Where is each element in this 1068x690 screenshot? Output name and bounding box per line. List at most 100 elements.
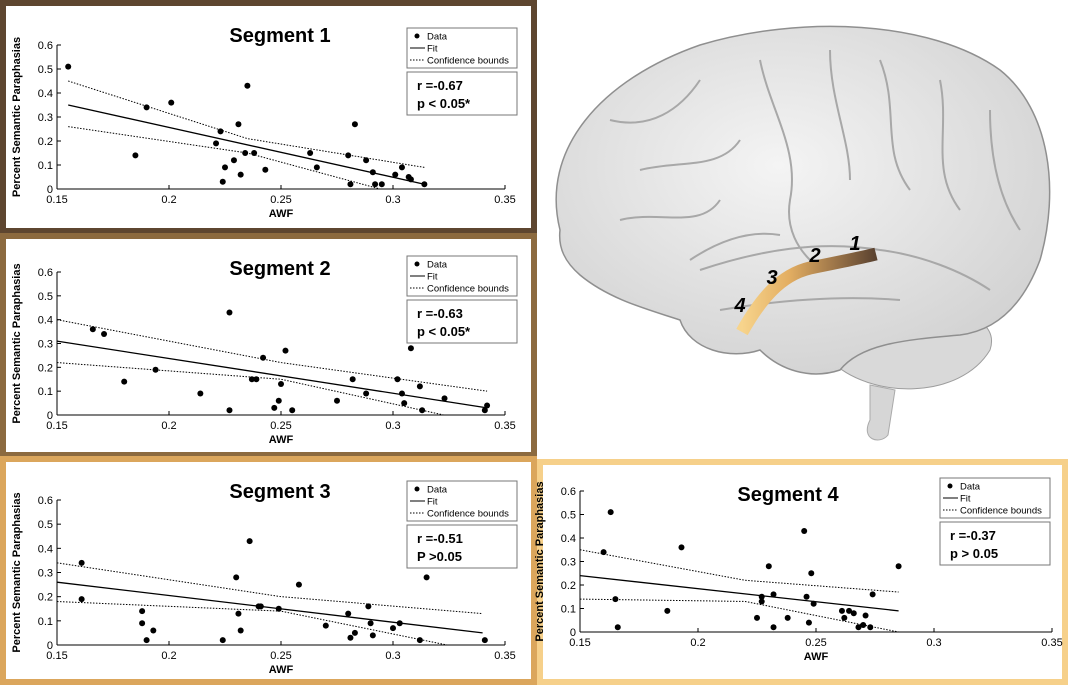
data-point [222,164,228,170]
chart-title: Segment 1 [229,25,330,47]
legend-label: Data [427,32,448,43]
y-tick-label: 0.3 [561,557,576,569]
data-point [352,630,358,636]
data-point [238,172,244,178]
data-point [150,628,156,634]
data-point [282,348,288,354]
data-point [372,181,378,187]
data-point [260,355,266,361]
data-point [482,637,488,643]
y-axis-label: Percent Semantic Paraphasias [11,263,23,423]
data-point [785,615,791,621]
y-tick-label: 0.1 [38,160,53,172]
data-point [421,181,427,187]
segment-number: 1 [849,233,860,255]
y-tick-label: 0.2 [38,592,53,604]
data-point [806,620,812,626]
figure: 123400.10.20.30.40.50.60.150.20.250.30.3… [0,0,1068,685]
data-point [771,624,777,630]
y-tick-label: 0.1 [38,616,53,628]
y-axis-label: Percent Semantic Paraphasias [11,37,23,197]
y-tick-label: 0.2 [38,362,53,374]
data-point [860,622,866,628]
data-point [839,608,845,614]
data-point [754,615,760,621]
x-tick-label: 0.3 [385,194,400,206]
stats-text: P >0.05 [417,549,462,564]
data-point [851,610,857,616]
data-point [144,104,150,110]
x-tick-label: 0.35 [494,650,515,662]
data-point [251,150,257,156]
data-point [678,544,684,550]
x-tick-label: 0.2 [690,637,705,649]
data-point [811,601,817,607]
data-point [132,152,138,158]
x-axis-label: AWF [269,208,294,220]
data-point [278,381,284,387]
legend-label: Fit [427,272,438,283]
x-tick-label: 0.35 [1041,637,1062,649]
data-point [197,391,203,397]
data-point [79,560,85,566]
data-point [262,167,268,173]
data-point [612,596,618,602]
x-tick-label: 0.15 [46,650,67,662]
data-point [608,509,614,515]
brain-illustration [556,26,1049,440]
x-tick-label: 0.35 [494,420,515,432]
legend-label: Fit [960,494,971,505]
data-point [601,549,607,555]
data-point [408,176,414,182]
data-point [370,169,376,175]
x-tick-label: 0.2 [161,194,176,206]
data-point [397,620,403,626]
chart-panel: 00.10.20.30.40.50.60.150.20.250.30.35AWF… [3,459,534,682]
data-point [242,150,248,156]
y-tick-label: 0.3 [38,112,53,124]
data-point [345,611,351,617]
data-point [139,620,145,626]
x-tick-label: 0.3 [385,420,400,432]
data-point [664,608,670,614]
data-point [238,628,244,634]
data-point [390,625,396,631]
y-tick-label: 0.2 [561,580,576,592]
data-point [399,164,405,170]
data-point [65,64,71,70]
data-point [334,398,340,404]
x-tick-label: 0.15 [46,194,67,206]
y-tick-label: 0.6 [38,267,53,279]
y-tick-label: 0.5 [561,510,576,522]
data-point [79,596,85,602]
legend-label: Fit [427,497,438,508]
data-point [417,637,423,643]
data-point [258,603,264,609]
y-tick-label: 0.3 [38,568,53,580]
legend-label: Confidence bounds [960,506,1042,517]
y-tick-label: 0.6 [38,40,53,52]
data-point [419,407,425,413]
data-point [144,637,150,643]
y-tick-label: 0.4 [38,543,53,555]
legend-label: Confidence bounds [427,284,509,295]
data-point [408,345,414,351]
x-tick-label: 0.2 [161,420,176,432]
x-tick-label: 0.3 [926,637,941,649]
stats-text: r =-0.67 [417,78,463,93]
y-tick-label: 0.4 [561,533,576,545]
data-point [276,398,282,404]
y-tick-label: 0.5 [38,64,53,76]
data-point [244,83,250,89]
legend-marker [415,34,420,39]
x-tick-label: 0.3 [385,650,400,662]
data-point [345,152,351,158]
x-tick-label: 0.25 [270,194,291,206]
chart-title: Segment 2 [229,258,330,280]
data-point [153,367,159,373]
stats-text: p < 0.05* [417,96,471,111]
data-point [235,121,241,127]
data-point [168,100,174,106]
